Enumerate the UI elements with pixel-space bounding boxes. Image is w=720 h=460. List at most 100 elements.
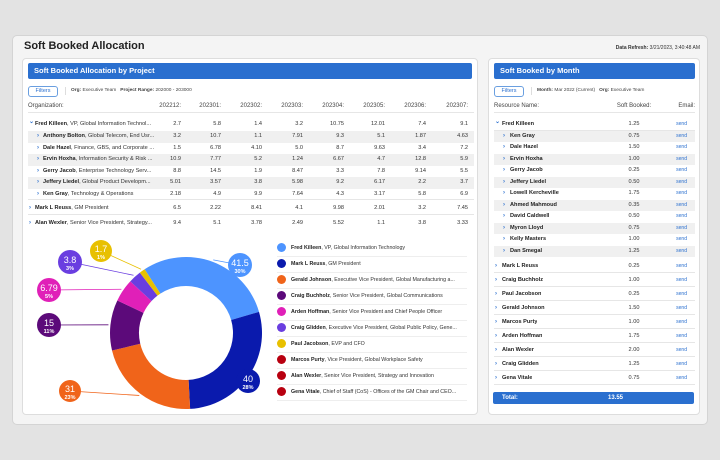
table-row[interactable]: ⌄ Fred Killeen 1.25 send (494, 119, 695, 131)
legend-item[interactable]: Paul Jacobson, EVP and CFO (277, 336, 467, 353)
table-row[interactable]: › Alan Wexler, Senior Vice President, Str… (28, 218, 474, 230)
send-email-link[interactable]: send (676, 346, 687, 353)
chevron-right-icon[interactable]: › (37, 144, 39, 151)
table-row[interactable]: › Craig Glidden 1.25 send (494, 357, 695, 371)
donut-slice[interactable] (144, 257, 260, 320)
send-email-link[interactable]: send (676, 190, 687, 196)
legend-item[interactable]: Gena Vitale, Chief of Staff (CoS) - Offi… (277, 384, 467, 401)
table-row[interactable]: › Paul Jacobson 0.25 send (494, 287, 695, 301)
chevron-right-icon[interactable]: › (29, 205, 31, 211)
column-header[interactable]: 202302: (240, 103, 262, 109)
table-row[interactable]: › Ervin Hoxha 1.00 send (494, 153, 695, 165)
send-email-link[interactable]: send (676, 178, 687, 185)
chevron-right-icon[interactable]: › (37, 167, 39, 174)
donut-slice[interactable] (139, 269, 161, 296)
chevron-right-icon[interactable]: › (495, 332, 497, 339)
chevron-right-icon[interactable]: › (29, 220, 31, 226)
chevron-down-icon[interactable]: ⌄ (29, 119, 35, 125)
table-row[interactable]: › Ken Gray, Technology & Operations 2.18 4.… (28, 189, 474, 200)
chevron-right-icon[interactable]: › (503, 213, 505, 219)
donut-slice[interactable] (188, 311, 262, 409)
chevron-right-icon[interactable]: › (495, 276, 497, 283)
chevron-right-icon[interactable]: › (503, 167, 505, 173)
chevron-right-icon[interactable]: › (503, 201, 505, 208)
legend-item[interactable]: Marcos Purty, Vice President, Global Wor… (277, 352, 467, 369)
column-header[interactable]: 202307: (446, 103, 468, 109)
table-row[interactable]: › Ervin Hoxha, Information Security & Ris… (28, 154, 474, 166)
send-email-link[interactable]: send (676, 276, 687, 283)
table-row[interactable]: › Jeffery Liedel 0.50 send (494, 176, 695, 188)
chevron-right-icon[interactable]: › (37, 156, 39, 162)
send-email-link[interactable]: send (676, 167, 687, 173)
legend-item[interactable]: Craig Buchholz, Senior Vice President, G… (277, 288, 467, 305)
chevron-right-icon[interactable]: › (503, 236, 505, 242)
legend-item[interactable]: Arden Hoffman, Senior Vice President and… (277, 304, 467, 321)
table-row[interactable]: › Ahmed Mahmoud 0.35 send (494, 199, 695, 211)
table-row[interactable]: › Anthony Bolton, Global Telecom, End Usr… (28, 131, 474, 143)
column-header[interactable]: 202303: (281, 103, 303, 109)
send-email-link[interactable]: send (676, 332, 687, 339)
legend-item[interactable]: Craig Glidden, Executive Vice President,… (277, 320, 467, 337)
filters-button[interactable]: Filters (28, 86, 58, 97)
table-row[interactable]: › Craig Buchholz 1.00 send (494, 273, 695, 287)
table-row[interactable]: › Dale Hazel, Finance, GBS, and Corporate… (28, 143, 474, 155)
legend-item[interactable]: Gerald Johnson, Executive Vice President… (277, 272, 467, 289)
send-email-link[interactable]: send (676, 304, 687, 311)
table-row[interactable]: › Dan Smegal 1.25 send (494, 245, 695, 257)
send-email-link[interactable]: send (676, 121, 687, 127)
send-email-link[interactable]: send (676, 213, 687, 219)
chevron-right-icon[interactable]: › (503, 190, 505, 196)
chevron-right-icon[interactable]: › (495, 374, 497, 381)
table-row[interactable]: › Gerry Jacob, Enterprise Technology Serv… (28, 166, 474, 178)
donut-slice[interactable] (130, 272, 158, 302)
donut-slice[interactable] (117, 281, 152, 313)
chevron-right-icon[interactable]: › (503, 178, 505, 185)
table-row[interactable]: › Marcos Purty 1.00 send (494, 315, 695, 329)
send-email-link[interactable]: send (676, 360, 687, 367)
chevron-right-icon[interactable]: › (495, 262, 497, 269)
send-email-link[interactable]: send (676, 144, 687, 150)
column-header[interactable]: 202304: (322, 103, 344, 109)
chevron-right-icon[interactable]: › (495, 290, 497, 297)
chevron-right-icon[interactable]: › (495, 346, 497, 353)
send-email-link[interactable]: send (676, 247, 687, 254)
chevron-right-icon[interactable]: › (495, 318, 497, 325)
table-row[interactable]: › Gerald Johnson 1.50 send (494, 301, 695, 315)
table-row[interactable]: › Jeffery Liedel, Global Product Developm… (28, 177, 474, 189)
chevron-down-icon[interactable]: ⌄ (495, 119, 501, 125)
column-header[interactable]: 202306: (404, 103, 426, 109)
table-row[interactable]: › Myron Lloyd 0.75 send (494, 222, 695, 234)
table-row[interactable]: › David Caldwell 0.50 send (494, 211, 695, 223)
donut-slice[interactable] (112, 343, 191, 409)
send-email-link[interactable]: send (676, 236, 687, 242)
chevron-right-icon[interactable]: › (37, 179, 39, 185)
chevron-right-icon[interactable]: › (495, 360, 497, 367)
table-row[interactable]: ⌄ Fred Killeen, VP, Global Information Te… (28, 119, 474, 131)
column-header[interactable]: Resource Name: (494, 103, 540, 109)
table-row[interactable]: › Gerry Jacob 0.25 send (494, 165, 695, 177)
donut-slice[interactable] (110, 300, 144, 351)
table-row[interactable]: › Dale Hazel 1.50 send (494, 142, 695, 154)
table-row[interactable]: › Gena Vitale 0.75 send (494, 371, 695, 385)
send-email-link[interactable]: send (676, 155, 687, 162)
table-row[interactable]: › Kelly Masters 1.00 send (494, 234, 695, 246)
send-email-link[interactable]: send (676, 224, 687, 231)
column-header[interactable]: 202212: (159, 103, 181, 109)
table-row[interactable]: › Mark L Reuss 0.25 send (494, 259, 695, 273)
table-row[interactable]: › Arden Hoffman 1.75 send (494, 329, 695, 343)
chevron-right-icon[interactable]: › (37, 190, 39, 197)
table-row[interactable]: › Alan Wexler 2.00 send (494, 343, 695, 357)
chevron-right-icon[interactable]: › (503, 144, 505, 150)
legend-item[interactable]: Fred Killeen, VP, Global Information Tec… (277, 240, 467, 257)
filters-button[interactable]: Filters (494, 86, 524, 97)
table-row[interactable]: › Mark L Reuss, GM President 6.5 2.22 8.41 4.… (28, 203, 474, 215)
send-email-link[interactable]: send (676, 290, 687, 297)
legend-item[interactable]: Mark L Reuss, GM President (277, 256, 467, 273)
chevron-right-icon[interactable]: › (503, 132, 505, 139)
send-email-link[interactable]: send (676, 374, 687, 381)
send-email-link[interactable]: send (676, 318, 687, 325)
send-email-link[interactable]: send (676, 262, 687, 269)
send-email-link[interactable]: send (676, 201, 687, 208)
chevron-right-icon[interactable]: › (503, 155, 505, 162)
chevron-right-icon[interactable]: › (503, 247, 505, 254)
